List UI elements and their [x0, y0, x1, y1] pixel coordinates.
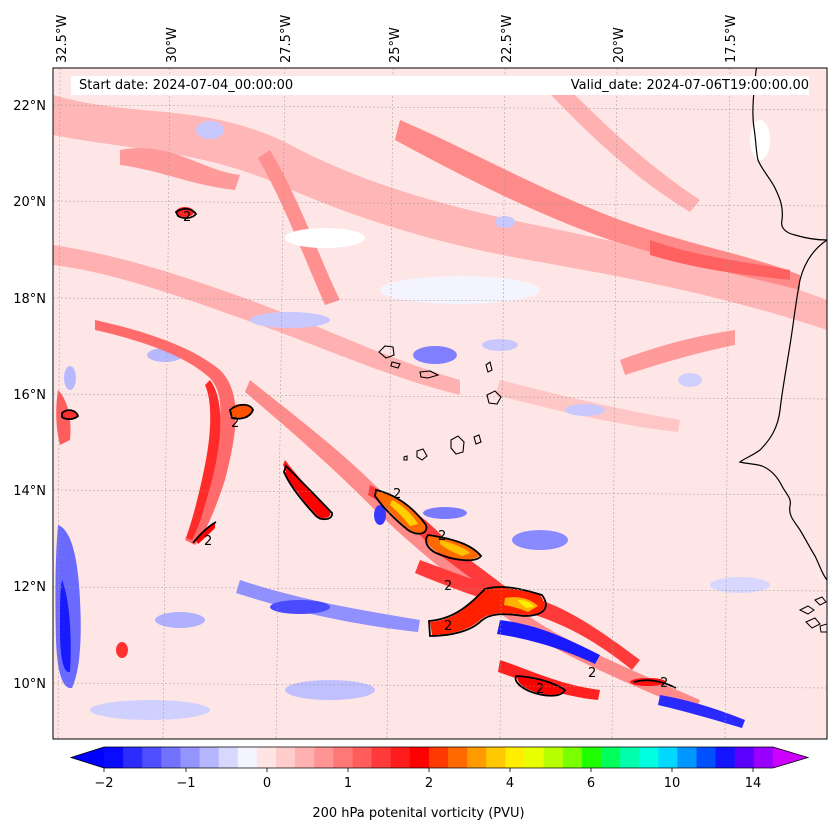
- colorbar-ticks: −2 −1 0 1 2 4 6 10 14: [94, 768, 761, 791]
- colorbar-swatch: [314, 747, 334, 768]
- lat-axis: 22°N 20°N 18°N 16°N 14°N 12°N 10°N: [13, 99, 46, 692]
- colorbar-tick-label: 10: [664, 776, 681, 791]
- colorbar: [69, 746, 810, 769]
- colorbar-swatch: [448, 747, 468, 768]
- contour-labels: 2 2 2 2 2 2 2 2 2 2: [183, 210, 668, 697]
- colorbar-swatch: [486, 747, 506, 768]
- colorbar-swatch: [428, 747, 449, 768]
- lon-label: 22.5°W: [500, 15, 515, 63]
- contour-label: 2: [204, 534, 212, 549]
- colorbar-swatch: [390, 747, 411, 768]
- pv2-contours: [61, 207, 677, 697]
- colorbar-swatch: [352, 747, 373, 768]
- colorbar-swatch: [295, 747, 315, 768]
- contour-label: 2: [393, 487, 401, 502]
- colorbar-swatch: [371, 747, 392, 768]
- colorbar-swatch: [677, 747, 698, 768]
- colorbar-swatch: [237, 747, 258, 768]
- colorbar-swatch: [620, 747, 640, 768]
- colorbar-tick-label: 14: [745, 776, 762, 791]
- colorbar-swatch: [715, 747, 736, 768]
- lon-label: 30°W: [165, 27, 180, 63]
- bijagos-islands: [798, 596, 827, 633]
- lon-label: 17.5°W: [724, 15, 739, 63]
- contour-label: 2: [444, 619, 452, 634]
- colorbar-swatch: [562, 747, 583, 768]
- colorbar-swatch: [658, 747, 679, 768]
- contour-label: 2: [588, 666, 596, 681]
- colorbar-swatch: [467, 747, 487, 768]
- colorbar-swatch: [218, 747, 239, 768]
- lat-label: 14°N: [13, 484, 46, 499]
- colorbar-swatch: [123, 747, 143, 768]
- lat-label: 20°N: [13, 195, 46, 210]
- colorbar-swatch: [581, 747, 602, 768]
- colorbar-tick-label: −2: [94, 776, 113, 791]
- colorbar-swatch: [696, 747, 717, 768]
- colorbar-tick-label: 1: [344, 776, 352, 791]
- contour-label: 2: [444, 579, 452, 594]
- lon-axis: 32.5°W 30°W 27.5°W 25°W 22.5°W 20°W 17.5…: [55, 15, 739, 63]
- colorbar-over-arrow: [773, 747, 808, 768]
- colorbar-swatch: [524, 747, 545, 768]
- colorbar-label: 200 hPa potenital vorticity (PVU): [312, 806, 525, 821]
- contour-label: 2: [231, 416, 239, 431]
- colorbar-swatch: [256, 747, 277, 768]
- colorbar-swatch: [505, 747, 526, 768]
- contour-label: 2: [438, 529, 446, 544]
- colorbar-swatch: [734, 747, 755, 768]
- lon-label: 20°W: [612, 27, 627, 63]
- colorbar-swatch: [180, 747, 201, 768]
- pv-field: 2 2 2 2 2 2 2 2 2 2: [53, 68, 827, 739]
- colorbar-swatch: [276, 747, 296, 768]
- valid-date-label: Valid_date: 2024-07-06T19:00:00.00: [431, 76, 809, 95]
- colorbar-swatch: [600, 747, 621, 768]
- lon-label: 32.5°W: [55, 15, 70, 63]
- lon-label: 25°W: [388, 27, 403, 63]
- colorbar-swatch: [161, 747, 182, 768]
- lat-label: 12°N: [13, 580, 46, 595]
- colorbar-swatch: [199, 747, 220, 768]
- colorbar-tick-label: 2: [425, 776, 433, 791]
- colorbar-swatch: [104, 747, 124, 768]
- graticule: [53, 68, 827, 739]
- colorbar-swatch: [142, 747, 162, 768]
- map-frame: [52, 67, 828, 740]
- colorbar-tick-label: 4: [506, 776, 514, 791]
- colorbar-tick-label: 6: [587, 776, 595, 791]
- contour-label: 2: [183, 210, 191, 225]
- colorbar-swatch: [333, 747, 354, 768]
- contour-label: 2: [660, 676, 668, 691]
- cape-verde-islands: [378, 345, 502, 461]
- colorbar-swatch: [543, 747, 564, 768]
- colorbar-swatch: [409, 747, 430, 768]
- lat-label: 16°N: [13, 388, 46, 403]
- start-date-label: Start date: 2024-07-04_00:00:00: [71, 76, 439, 95]
- colorbar-under-arrow: [71, 747, 104, 768]
- lat-label: 18°N: [13, 292, 46, 307]
- contour-label: 2: [536, 682, 544, 697]
- colorbar-swatch: [753, 747, 774, 768]
- colorbar-tick-label: −1: [176, 776, 195, 791]
- africa-coast-south: [738, 239, 827, 581]
- colorbar-tick-label: 0: [263, 776, 271, 791]
- lat-label: 22°N: [13, 99, 46, 114]
- lon-label: 27.5°W: [279, 15, 294, 63]
- lat-label: 10°N: [13, 677, 46, 692]
- colorbar-swatch: [639, 747, 659, 768]
